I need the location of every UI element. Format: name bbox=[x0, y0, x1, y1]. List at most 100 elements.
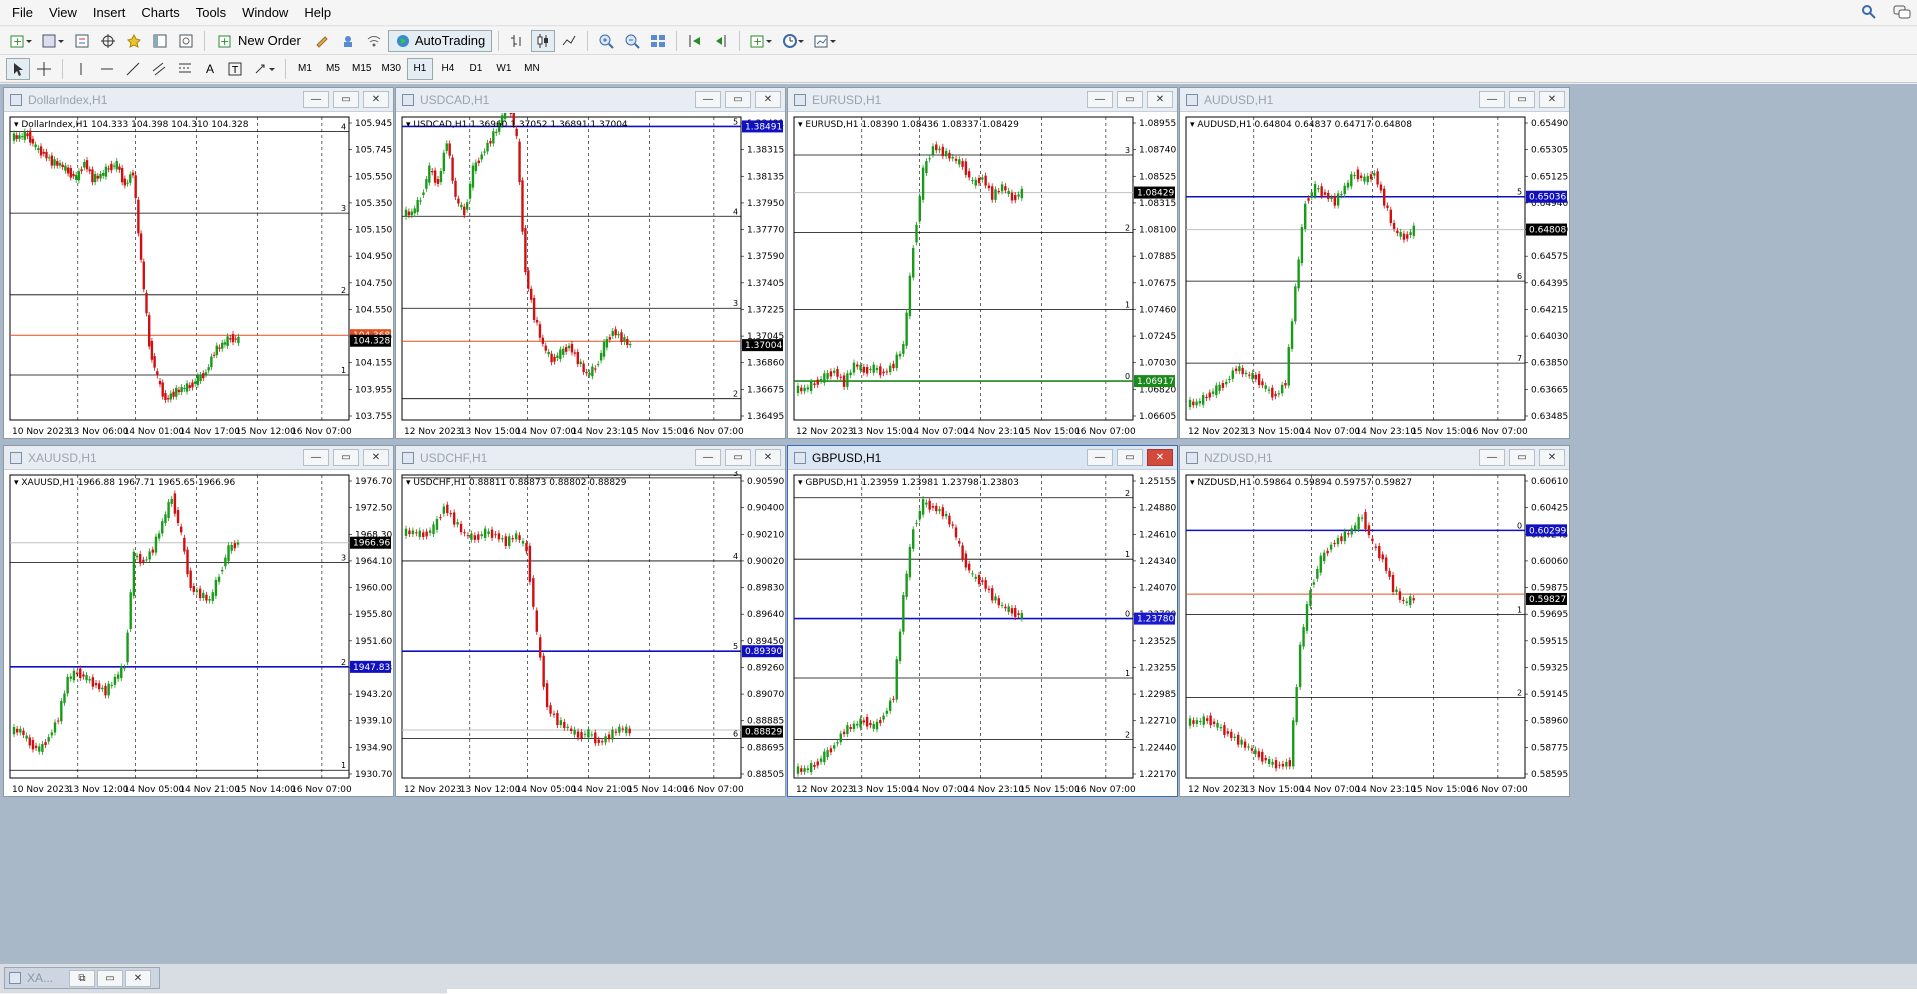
minimize-button[interactable]: — bbox=[695, 91, 721, 108]
strategy-tester-icon[interactable] bbox=[174, 30, 198, 52]
candlesticks-icon[interactable] bbox=[531, 29, 556, 52]
close-button[interactable]: ✕ bbox=[1147, 91, 1173, 108]
close-button[interactable]: ✕ bbox=[755, 449, 781, 466]
cursor-icon[interactable] bbox=[6, 57, 30, 80]
minimize-button[interactable]: — bbox=[1479, 91, 1505, 108]
navigator-icon[interactable] bbox=[122, 30, 146, 52]
new-order-button[interactable]: + New Order bbox=[211, 30, 308, 52]
maximize-button[interactable]: ▭ bbox=[725, 449, 751, 466]
chart-window-titlebar[interactable]: GBPUSD,H1 — ▭ ✕ bbox=[788, 446, 1177, 470]
chart-shift-icon[interactable] bbox=[709, 30, 733, 52]
period-m30[interactable]: M30 bbox=[381, 63, 401, 74]
chart-window-titlebar[interactable]: XAUUSD,H1 — ▭ ✕ bbox=[4, 446, 393, 470]
autotrading-button[interactable]: AutoTrading bbox=[387, 29, 493, 52]
price-chart[interactable]: 3 4 5 6 ▾ USDCHF,H1 0.88811 0.88873 0.88802 … bbox=[396, 471, 785, 796]
maximize-button[interactable]: ▭ bbox=[333, 91, 359, 108]
minimized-chart-window[interactable]: XA... ⧉ ▭ ✕ bbox=[4, 967, 160, 989]
horizontal-line-icon[interactable] bbox=[95, 58, 119, 80]
chart-window[interactable]: NZDUSD,H1 — ▭ ✕ 0 1 2 ▾ NZDUSD,H1 0.59864 0.598… bbox=[1179, 445, 1570, 797]
menu-view[interactable]: View bbox=[48, 5, 77, 20]
chart-window-titlebar[interactable]: USDCAD,H1 — ▭ ✕ bbox=[396, 88, 785, 112]
chart-window-titlebar[interactable]: AUDUSD,H1 — ▭ ✕ bbox=[1180, 88, 1569, 112]
minimize-button[interactable]: — bbox=[303, 91, 329, 108]
maximize-button[interactable]: ▭ bbox=[1117, 449, 1143, 466]
chart-window-titlebar[interactable]: NZDUSD,H1 — ▭ ✕ bbox=[1180, 446, 1569, 470]
price-chart[interactable]: 0 1 2 ▾ NZDUSD,H1 0.59864 0.59894 0.59757 0… bbox=[1180, 471, 1569, 796]
zoom-out-icon[interactable] bbox=[620, 30, 644, 52]
period-d1[interactable]: D1 bbox=[469, 63, 483, 74]
menu-tools[interactable]: Tools bbox=[195, 5, 227, 20]
chart-window[interactable]: USDCAD,H1 — ▭ ✕ 5 4 3 2 ▾ USDCAD,H1 1.36960 1.37… bbox=[395, 87, 786, 439]
minimize-button[interactable]: — bbox=[303, 449, 329, 466]
chart-window[interactable]: GBPUSD,H1 — ▭ ✕ 2 1 0 1 2 ▾ GBPUSD,H1 1.23959 1.2… bbox=[787, 445, 1178, 797]
menu-insert[interactable]: Insert bbox=[92, 5, 126, 20]
profiles-icon[interactable] bbox=[38, 30, 68, 52]
close-button[interactable]: ✕ bbox=[363, 449, 389, 466]
metaeditor-icon[interactable] bbox=[310, 30, 334, 52]
vertical-line-icon[interactable] bbox=[69, 58, 93, 80]
close-button[interactable]: ✕ bbox=[363, 91, 389, 108]
chart-window[interactable]: EURUSD,H1 — ▭ ✕ 3 2 1 0 ▾ EURUSD,H1 1.08390 1.08… bbox=[787, 87, 1178, 439]
price-chart[interactable]: 3 2 1 0 ▾ EURUSD,H1 1.08390 1.08436 1.08337 … bbox=[788, 113, 1177, 438]
period-m5[interactable]: M5 bbox=[326, 63, 340, 74]
period-m15[interactable]: M15 bbox=[352, 63, 372, 74]
price-chart[interactable]: 4 3 2 1 ▾ DollarIndex,H1 104.333 104.398 104… bbox=[4, 113, 393, 438]
text-icon[interactable]: A bbox=[205, 61, 214, 76]
period-h4[interactable]: H4 bbox=[441, 63, 455, 74]
minimize-button[interactable]: — bbox=[1087, 449, 1113, 466]
trendline-icon[interactable] bbox=[121, 58, 145, 80]
zoom-in-icon[interactable] bbox=[594, 30, 618, 52]
periods-icon[interactable] bbox=[778, 30, 808, 52]
maximize-button[interactable]: ▭ bbox=[97, 969, 123, 987]
line-chart-icon[interactable] bbox=[557, 30, 581, 52]
close-button[interactable]: ✕ bbox=[125, 969, 151, 987]
fibonacci-icon[interactable] bbox=[173, 58, 197, 80]
menu-window[interactable]: Window bbox=[242, 5, 289, 20]
close-button[interactable]: ✕ bbox=[1147, 449, 1173, 466]
auto-scroll-icon[interactable] bbox=[683, 30, 707, 52]
wifi-icon[interactable] bbox=[362, 30, 386, 52]
signals-icon[interactable] bbox=[336, 30, 360, 52]
chart-window[interactable]: XAUUSD,H1 — ▭ ✕ 3 2 1 ▾ XAUUSD,H1 1966.88 1967.… bbox=[3, 445, 394, 797]
period-w1[interactable]: W1 bbox=[496, 63, 512, 74]
period-mn[interactable]: MN bbox=[524, 63, 540, 74]
text-label-icon[interactable]: T bbox=[223, 58, 247, 80]
price-chart[interactable]: 3 2 1 ▾ XAUUSD,H1 1966.88 1967.71 1965.65 1… bbox=[4, 471, 393, 796]
maximize-button[interactable]: ▭ bbox=[1509, 91, 1535, 108]
close-button[interactable]: ✕ bbox=[1539, 449, 1565, 466]
maximize-button[interactable]: ▭ bbox=[1117, 91, 1143, 108]
templates-icon[interactable] bbox=[810, 30, 840, 52]
minimize-button[interactable]: — bbox=[1479, 449, 1505, 466]
chart-window[interactable]: USDCHF,H1 — ▭ ✕ 3 4 5 6 ▾ USDCHF,H1 0.88811 0.88… bbox=[395, 445, 786, 797]
chart-window-titlebar[interactable]: DollarIndex,H1 — ▭ ✕ bbox=[4, 88, 393, 112]
new-chart-icon[interactable]: + bbox=[6, 30, 36, 52]
close-button[interactable]: ✕ bbox=[1539, 91, 1565, 108]
minimize-button[interactable]: — bbox=[695, 449, 721, 466]
maximize-button[interactable]: ▭ bbox=[725, 91, 751, 108]
channel-icon[interactable] bbox=[147, 58, 171, 80]
market-watch-icon[interactable] bbox=[70, 30, 94, 52]
bar-chart-icon[interactable] bbox=[505, 30, 529, 52]
maximize-button[interactable]: ▭ bbox=[1509, 449, 1535, 466]
search-icon[interactable] bbox=[1861, 4, 1877, 23]
indicators-icon[interactable]: + bbox=[746, 30, 776, 52]
price-chart[interactable]: 5 6 7 ▾ AUDUSD,H1 0.64804 0.64837 0.64717 0… bbox=[1180, 113, 1569, 438]
maximize-button[interactable]: ▭ bbox=[333, 449, 359, 466]
chart-window-titlebar[interactable]: EURUSD,H1 — ▭ ✕ bbox=[788, 88, 1177, 112]
price-chart[interactable]: 2 1 0 1 2 ▾ GBPUSD,H1 1.23959 1.23981 1.23798… bbox=[788, 471, 1177, 796]
chart-window[interactable]: AUDUSD,H1 — ▭ ✕ 5 6 7 ▾ AUDUSD,H1 0.64804 0.648… bbox=[1179, 87, 1570, 439]
data-window-icon[interactable] bbox=[96, 30, 120, 52]
terminal-icon[interactable] bbox=[148, 30, 172, 52]
close-button[interactable]: ✕ bbox=[755, 91, 781, 108]
price-chart[interactable]: 5 4 3 2 ▾ USDCAD,H1 1.36960 1.37052 1.36891 … bbox=[396, 113, 785, 438]
restore-button[interactable]: ⧉ bbox=[69, 969, 95, 987]
menu-charts[interactable]: Charts bbox=[141, 5, 180, 20]
arrows-icon[interactable] bbox=[249, 58, 279, 80]
menu-file[interactable]: File bbox=[12, 5, 33, 20]
crosshair-icon[interactable] bbox=[32, 58, 56, 80]
chat-icon[interactable] bbox=[1893, 4, 1911, 23]
chart-window[interactable]: DollarIndex,H1 — ▭ ✕ 4 3 2 1 ▾ DollarIndex,H1 10… bbox=[3, 87, 394, 439]
menu-help[interactable]: Help bbox=[304, 5, 332, 20]
tile-windows-icon[interactable] bbox=[646, 30, 670, 52]
minimize-button[interactable]: — bbox=[1087, 91, 1113, 108]
